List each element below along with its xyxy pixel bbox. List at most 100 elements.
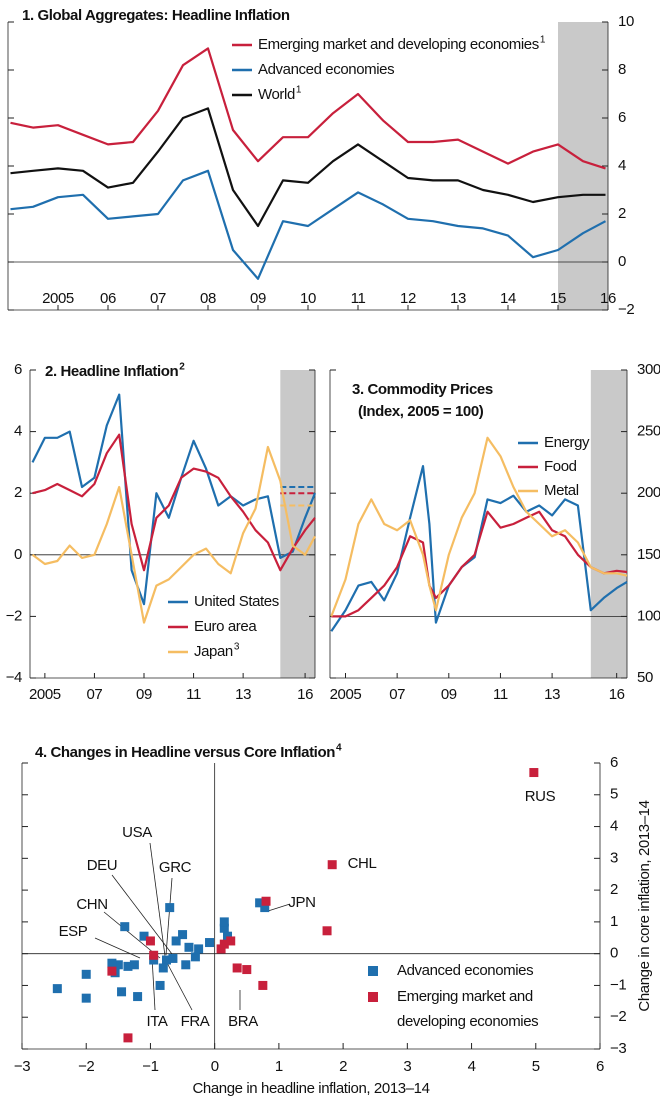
scatter-point [242,965,252,975]
y-tick-label: 3 [610,849,618,866]
x-tick-label: 2005 [42,290,74,307]
y-tick-label: −3 [610,1040,626,1057]
chart-title: 4. Changes in Headline versus Core Infla… [35,744,335,761]
chart-title: 1. Global Aggregates: Headline Inflation [22,7,290,24]
x-tick-label: 06 [100,290,116,307]
legend-label: Metal [544,482,579,499]
x-tick-label: 16 [297,686,313,703]
chart-title: 3. Commodity Prices [352,381,493,398]
point-annotation: USA [122,824,152,841]
leader-line [94,937,141,959]
legend-label: Advanced economies [397,962,533,979]
scatter-point [232,963,242,973]
leader-line [111,874,176,959]
scatter-point [139,931,149,941]
point-annotation: CHN [76,896,107,913]
x-tick-label: 07 [86,686,102,703]
leader-line [267,903,291,912]
chart-title: 2. Headline Inflation [45,363,179,380]
legend-label: World [258,86,295,103]
x-tick-label: 0 [211,1058,219,1075]
y-tick-label: 250 [637,423,660,440]
y-tick-label: 8 [618,61,626,78]
legend-label: Advanced economies [258,61,394,78]
scatter-point [123,961,133,971]
forecast-shade [590,370,627,678]
point-annotation: CHL [348,855,377,872]
scatter-point [158,963,168,973]
y-tick-label: 1 [610,913,618,930]
legend-label-note: 1 [540,35,546,46]
scatter-point [178,930,188,940]
point-annotation: ESP [59,923,88,940]
x-tick-label: 15 [550,290,566,307]
scatter-point [219,923,229,933]
scatter-point [260,903,270,913]
y-tick-label: 2 [610,881,618,898]
y-tick-label: 0 [610,945,618,962]
y-tick-label: −2 [610,1008,626,1025]
scatter-point [258,980,268,990]
point-annotation: ITA [146,1013,167,1030]
y-tick-label: 10 [618,13,634,30]
point-annotation: BRA [228,1013,258,1030]
scatter-point [322,926,332,936]
x-tick-label: 09 [441,686,457,703]
series-line [10,107,606,228]
scatter-point [117,987,127,997]
legend-label: Emerging market and developing economies [258,36,539,53]
y-tick-label: 6 [618,109,626,126]
series-line [10,47,606,170]
y-axis-label: Change in core inflation, 2013–14 [636,800,653,1011]
legend-label: Euro area [194,618,257,635]
scatter-point [171,936,181,946]
series-line [331,510,628,618]
x-tick-label: 13 [235,686,251,703]
leader-line [164,958,193,1011]
y-tick-label: 50 [637,669,653,686]
x-tick-label: 07 [150,290,166,307]
x-axis-label: Change in headline inflation, 2013–14 [192,1080,429,1097]
y-tick-label: 4 [14,423,22,440]
series-line [31,445,316,624]
x-tick-label: 14 [500,290,516,307]
x-tick-label: 3 [403,1058,411,1075]
scatter-point [184,942,194,952]
y-tick-label: −2 [618,301,634,318]
series-line [32,433,316,572]
scatter-point [120,922,130,932]
scatter-point [123,1033,133,1043]
legend-swatch [368,966,378,976]
y-tick-label: 2 [14,484,22,501]
x-tick-label: 16 [600,290,616,307]
y-tick-label: −4 [6,669,22,686]
point-annotation: FRA [181,1013,210,1030]
y-tick-label: 0 [14,546,22,563]
point-annotation: JPN [288,894,315,911]
leader-line [165,877,173,956]
y-tick-label: 200 [637,484,660,501]
scatter-point [113,960,123,970]
scatter-point [219,917,229,927]
scatter-point [223,931,233,941]
x-tick-label: −2 [78,1058,94,1075]
chart-subtitle: (Index, 2005 = 100) [358,403,484,420]
y-tick-label: 4 [618,157,626,174]
leader-line [103,911,161,959]
scatter-point [194,944,204,954]
chart-title-note: 4 [336,743,342,754]
y-tick-label: −2 [6,607,22,624]
x-tick-label: 08 [200,290,216,307]
scatter-point [129,960,139,970]
scatter-point [133,992,143,1002]
scatter-point [327,860,337,870]
scatter-point [149,950,159,960]
scatter-point [255,898,265,908]
scatter-point [226,936,236,946]
x-tick-label: 2005 [330,686,362,703]
x-tick-label: 13 [544,686,560,703]
x-tick-label: 13 [450,290,466,307]
y-tick-label: 6 [14,361,22,378]
scatter-point [181,960,191,970]
